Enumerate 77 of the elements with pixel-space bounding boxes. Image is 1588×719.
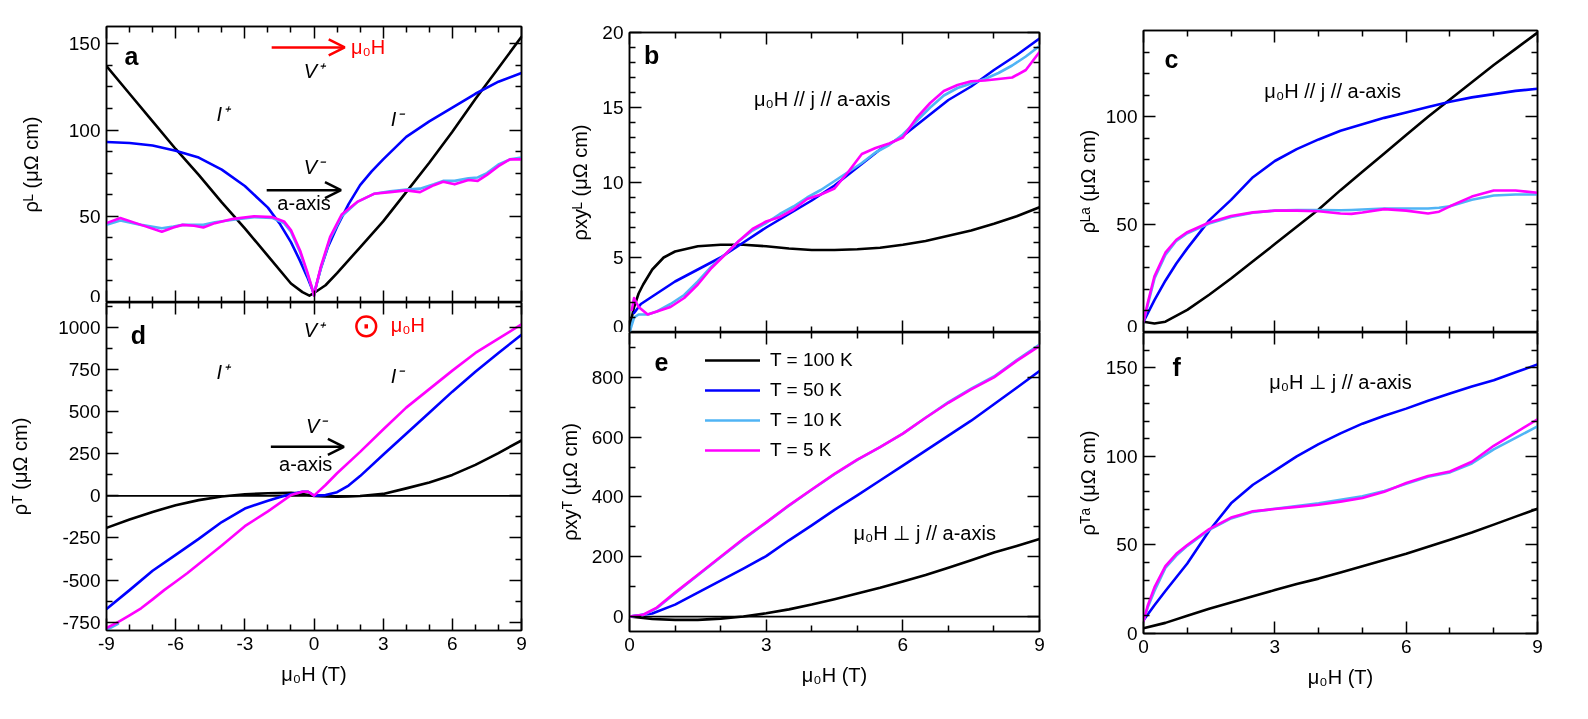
y-tick-label: 0 <box>1126 315 1138 337</box>
legend-label: T = 100 K <box>770 348 853 372</box>
y-tick-label: 0 <box>612 315 624 337</box>
y-axis-title: ρᵀᵃ (μΩ cm) <box>1076 430 1099 536</box>
annotation: a-axis <box>277 192 331 215</box>
x-tick-label: 0 <box>308 632 320 654</box>
x-tick-label: 3 <box>1269 635 1281 657</box>
x-tick-label: 6 <box>447 632 458 654</box>
x-tick-label: 3 <box>377 632 389 654</box>
annotation: V⁺ <box>303 319 328 342</box>
y-tick-label: 750 <box>68 359 101 381</box>
y-tick-label: 15 <box>602 97 624 118</box>
y-tick-label: -750 <box>62 611 101 633</box>
y-axis-title: ρxyᵀ (μΩ cm) <box>558 423 581 541</box>
x-tick-label: 9 <box>516 632 527 654</box>
y-tick-label: 1000 <box>58 317 101 339</box>
annotation: μ₀H <box>390 314 426 337</box>
y-tick-label: 50 <box>79 205 101 227</box>
y-tick-label: 20 <box>602 22 624 43</box>
text: d <box>130 321 147 350</box>
y-tick-label: 100 <box>1105 445 1138 467</box>
y-tick-label: -250 <box>62 527 101 549</box>
y-tick-label: 250 <box>68 443 101 465</box>
y-axis-title: ρxyᴸ (μΩ cm) <box>569 124 592 241</box>
y-axis-title: ρᵀ (μΩ cm) <box>9 417 32 516</box>
legend-label: T = 50 K <box>770 378 843 402</box>
y-tick-label: 600 <box>591 426 624 448</box>
x-tick-label: 9 <box>1034 633 1045 655</box>
legend-label: T = 10 K <box>770 408 843 432</box>
y-tick-label: 150 <box>1105 357 1138 379</box>
y-tick-label: 5 <box>612 247 624 268</box>
x-axis-title: μ₀H (T) <box>281 662 347 685</box>
y-tick-label: 0 <box>89 485 101 507</box>
annotation: I⁺ <box>216 102 232 125</box>
x-tick-label: 6 <box>897 633 909 655</box>
y-tick-label: 10 <box>602 172 624 193</box>
y-tick-label: 150 <box>68 33 101 55</box>
chart-title: b <box>644 41 660 70</box>
y-tick-label: 800 <box>591 366 624 388</box>
y-tick-label: 400 <box>591 486 624 508</box>
legend-label: T = 5 K <box>770 438 832 462</box>
y-tick-label: -500 <box>62 569 101 591</box>
text: e <box>654 348 669 377</box>
text: f <box>1172 353 1182 382</box>
annotation: I⁻ <box>390 364 407 387</box>
annotation: V⁻ <box>303 156 328 179</box>
y-tick-label: 50 <box>1116 534 1138 556</box>
x-tick-label: 9 <box>1532 635 1543 657</box>
annotation: μ₀H <box>350 36 386 59</box>
annotation: a-axis <box>279 452 333 475</box>
y-axis-title: ρᴸᵃ (μΩ cm) <box>1076 129 1099 234</box>
text: c <box>1164 45 1179 74</box>
annotation: μ₀H ⊥ j // a-axis <box>853 521 996 544</box>
annotation: μ₀H ⊥ j // a-axis <box>1269 370 1412 393</box>
annotation: I⁻ <box>390 107 407 130</box>
annotation: V⁺ <box>303 59 328 82</box>
x-axis-title: μ₀H (T) <box>801 663 868 686</box>
x-tick-label: 6 <box>1400 635 1412 657</box>
y-tick-label: 500 <box>68 401 101 423</box>
x-tick-label: -6 <box>167 632 185 654</box>
x-axis-title: μ₀H (T) <box>1307 665 1374 688</box>
x-tick-label: -9 <box>98 632 115 654</box>
text: a <box>124 41 140 70</box>
x-tick-label: -3 <box>236 632 254 654</box>
y-tick-label: 0 <box>612 606 624 628</box>
y-axis-title: ρᴸ (μΩ cm) <box>19 116 42 213</box>
x-tick-label: 3 <box>760 633 772 655</box>
annotation: μ₀H // j // a-axis <box>753 87 891 110</box>
annotation: V⁻ <box>305 415 330 438</box>
y-tick-label: 200 <box>591 546 624 568</box>
annotation: μ₀H // j // a-axis <box>1264 79 1401 102</box>
y-tick-label: 0 <box>89 285 101 307</box>
y-tick-label: 100 <box>1105 106 1138 128</box>
y-tick-label: 50 <box>1116 214 1138 236</box>
annotation: I⁺ <box>216 361 232 384</box>
annotation: ⊙ <box>351 306 380 345</box>
y-tick-label: 100 <box>68 119 101 141</box>
